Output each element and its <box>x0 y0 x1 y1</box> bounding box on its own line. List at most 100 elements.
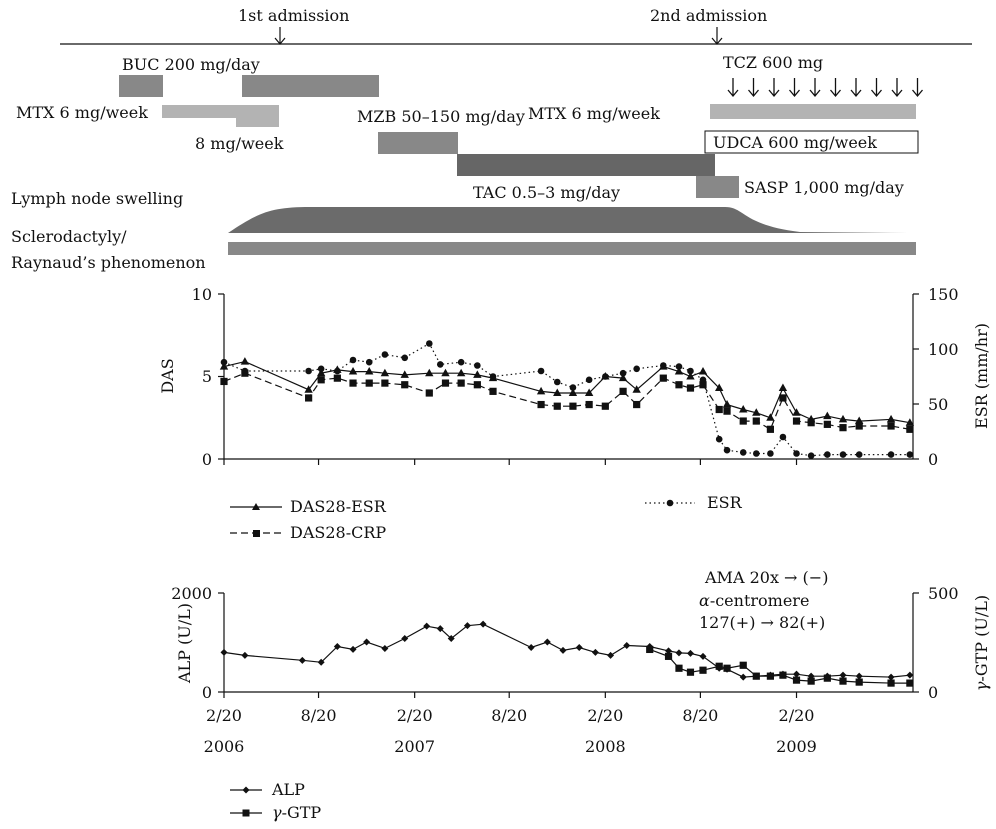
x-tick-label: 2/20 <box>397 706 433 725</box>
legend-gtp-label: γ-GTP <box>272 803 321 822</box>
point-das28-crp <box>906 425 914 433</box>
tcz-arrow <box>809 78 821 98</box>
point-das28-crp <box>686 384 695 392</box>
point-das28-crp <box>752 417 760 425</box>
point-esr <box>241 367 249 375</box>
sasp-bar <box>696 176 739 198</box>
point-das28-esr <box>568 388 578 396</box>
point-das28-esr <box>632 385 641 393</box>
legend-das28-crp-label: DAS28-CRP <box>290 523 386 542</box>
point-das28-crp <box>675 381 683 389</box>
raynaud-label: Raynaud’s phenomenon <box>11 253 206 272</box>
das-ytick-10: 10 <box>192 285 212 304</box>
point-gtp <box>839 677 847 685</box>
point-alp <box>527 643 535 651</box>
esr-ytick-0: 0 <box>928 450 938 469</box>
point-esr <box>660 362 667 369</box>
point-gtp <box>807 677 815 685</box>
point-das28-esr <box>425 368 434 377</box>
point-esr <box>839 451 847 458</box>
buc-bar-2 <box>242 75 379 97</box>
point-das28-crp <box>569 402 577 410</box>
alp-ytick-2000: 2000 <box>171 584 212 603</box>
alp-axes <box>218 592 919 693</box>
point-das28-esr <box>698 367 708 375</box>
point-das28-esr <box>473 370 482 378</box>
point-esr <box>489 373 497 380</box>
point-das28-crp <box>779 394 787 402</box>
point-gtp <box>752 672 760 680</box>
point-esr <box>381 351 389 358</box>
gtp-ytick-0: 0 <box>928 683 938 702</box>
sclerodactyly-label: Sclerodactyly/ <box>11 227 127 246</box>
point-gtp <box>906 679 914 687</box>
tac-bar <box>457 154 715 176</box>
point-esr <box>457 358 465 366</box>
point-alp <box>381 644 389 652</box>
point-das28-esr <box>886 414 896 423</box>
point-das28-esr <box>618 373 628 382</box>
mtx-8-label: 8 mg/week <box>195 134 284 153</box>
point-das28-crp <box>766 425 774 433</box>
das-series-layer <box>219 340 915 460</box>
lymph-node-swelling-curve <box>228 207 908 233</box>
point-gtp <box>699 666 707 674</box>
point-alp <box>479 620 487 628</box>
point-das28-crp <box>823 420 831 428</box>
point-das28-esr <box>365 367 374 375</box>
point-das28-esr <box>240 357 250 365</box>
point-alp <box>220 648 228 656</box>
point-alp <box>436 625 444 633</box>
point-gtp <box>646 645 654 654</box>
point-alp <box>686 649 694 657</box>
x-tick-label: 8/20 <box>682 706 718 725</box>
point-gtp <box>887 679 895 687</box>
tcz-arrow <box>850 78 862 98</box>
mtx-8-bar <box>236 105 279 127</box>
point-alp <box>543 638 551 646</box>
point-esr <box>537 367 545 375</box>
admission-1-label: 1st admission <box>238 6 349 25</box>
point-alp <box>241 651 249 659</box>
point-alp <box>363 638 371 646</box>
point-esr <box>619 369 627 377</box>
point-alp <box>839 671 847 679</box>
point-das28-esr <box>778 383 788 392</box>
tcz-arrow <box>891 78 903 98</box>
point-alp <box>623 641 631 649</box>
point-das28-crp <box>381 379 389 387</box>
buc-bar-1 <box>119 75 163 97</box>
point-das28-crp <box>333 374 341 382</box>
point-das28-crp <box>457 379 465 387</box>
x-year-label: 2009 <box>776 737 817 756</box>
x-tick-label: 2/20 <box>587 706 623 725</box>
point-das28-crp <box>601 402 609 410</box>
point-das28-crp <box>401 381 409 389</box>
point-das28-esr <box>553 388 562 396</box>
point-das28-crp <box>537 400 545 409</box>
point-alp <box>665 647 673 655</box>
point-esr <box>474 362 481 369</box>
point-esr <box>906 451 914 458</box>
point-esr <box>675 363 683 370</box>
point-gtp <box>675 664 683 672</box>
das-ylabel: DAS <box>158 358 177 393</box>
point-das28-crp <box>659 374 667 382</box>
admission-2-label: 2nd admission <box>650 6 767 25</box>
point-alp <box>575 643 583 651</box>
point-esr <box>569 384 577 391</box>
point-das28-esr <box>686 372 695 380</box>
tcz-arrow <box>912 78 923 98</box>
gtp-ylabel-greek: γ <box>972 681 991 691</box>
point-esr <box>349 356 357 364</box>
gtp-ytick-500: 500 <box>928 584 959 603</box>
sasp-label: SASP 1,000 mg/day <box>744 178 904 197</box>
point-esr <box>317 365 325 373</box>
point-esr <box>793 450 800 457</box>
tcz-infusion-arrows <box>727 78 923 98</box>
point-das28-esr <box>766 413 775 421</box>
das-x-ticks <box>223 459 798 465</box>
legend-gtp-greek: γ <box>272 803 282 822</box>
das-chart: 10 5 0 150 100 50 0 DAS ESR (mm/hr) DAS2… <box>158 285 991 542</box>
